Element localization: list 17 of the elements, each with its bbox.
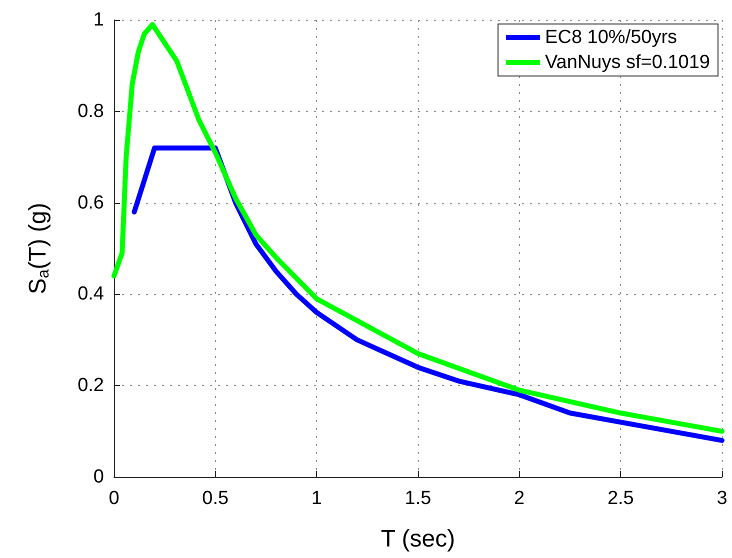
x-tick-label: 0	[108, 488, 120, 509]
y-tick-label: 1	[93, 10, 104, 30]
x-tick-label: 1	[311, 488, 322, 509]
y-tick-label: 0.2	[78, 375, 104, 396]
legend-label: EC8 10%/50yrs	[545, 27, 678, 48]
x-tick-label: 0.5	[202, 488, 229, 509]
y-tick-label: 0.6	[78, 192, 104, 214]
x-tick-label: 2	[514, 488, 525, 509]
x-tick-label: 1.5	[404, 488, 432, 509]
x-axis-title: T (sec)	[380, 526, 456, 552]
x-tick-label: 3	[716, 488, 728, 509]
x-tick-label: 2.5	[607, 488, 634, 509]
legend-label: VanNuys sf=0.1019	[545, 52, 710, 73]
y-tick-label: 0.8	[78, 100, 104, 122]
y-axis-title: Sa(T) (g)	[24, 202, 52, 294]
y-tick-label: 0.4	[78, 284, 104, 305]
y-tick-label: 0	[93, 466, 104, 488]
